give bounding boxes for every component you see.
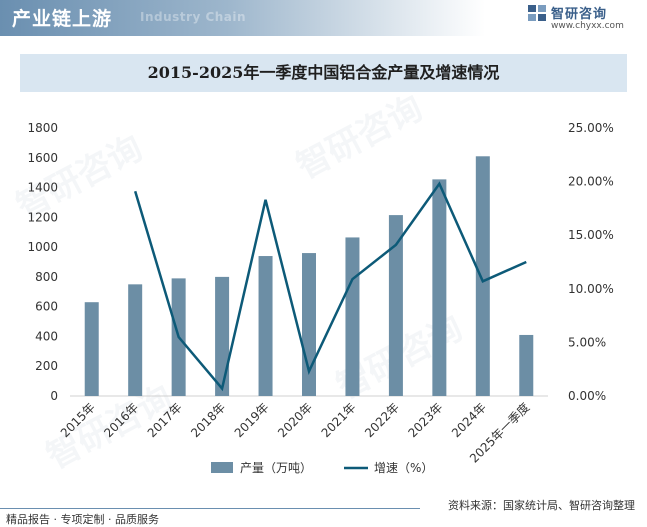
bar-2023年 bbox=[432, 179, 447, 396]
y-right-tick-label: 5.00% bbox=[568, 335, 606, 349]
bar-2016年 bbox=[128, 284, 143, 396]
legend-line-label: 增速（%） bbox=[374, 461, 433, 475]
bar-2019年 bbox=[258, 256, 273, 396]
bar-2020年 bbox=[302, 253, 316, 396]
bar-2018年 bbox=[215, 276, 230, 396]
y-right-tick-label: 25.00% bbox=[568, 121, 614, 135]
y-right-tick-label: 0.00% bbox=[568, 389, 606, 403]
x-tick-label: 2024年 bbox=[449, 400, 489, 440]
y-left-tick-label: 400 bbox=[35, 329, 58, 343]
data-source: 资料来源：国家统计局、智研咨询整理 bbox=[448, 499, 635, 512]
bar-2015年 bbox=[84, 302, 99, 396]
bar-2024年 bbox=[475, 156, 490, 396]
y-left-tick-label: 1600 bbox=[27, 151, 58, 165]
x-tick-label: 2018年 bbox=[188, 400, 228, 440]
x-tick-label: 2019年 bbox=[232, 400, 272, 440]
y-left-tick-label: 1800 bbox=[27, 121, 58, 135]
brand-name: 智研咨询 bbox=[551, 7, 608, 22]
x-tick-label: 2023年 bbox=[406, 400, 446, 440]
y-right-tick-label: 10.00% bbox=[568, 282, 614, 296]
legend-bar-swatch bbox=[211, 462, 233, 473]
header-watermark: Industry Chain bbox=[140, 10, 247, 24]
brand-logo-icon bbox=[528, 5, 546, 21]
y-left-tick-label: 1200 bbox=[27, 210, 58, 224]
x-tick-label: 2020年 bbox=[275, 400, 315, 440]
y-left-tick-label: 1000 bbox=[27, 240, 58, 254]
bar-2021年 bbox=[345, 237, 360, 396]
y-left-tick-label: 1400 bbox=[27, 181, 58, 195]
footer-divider bbox=[0, 508, 420, 509]
brand-url: www.chyxx.com bbox=[551, 21, 624, 31]
chart-title: 2015-2025年一季度中国铝合金产量及增速情况 bbox=[147, 63, 500, 82]
chart-title-band: 2015-2025年一季度中国铝合金产量及增速情况 bbox=[20, 54, 627, 92]
x-tick-label: 2022年 bbox=[362, 400, 402, 440]
y-right-tick-label: 15.00% bbox=[568, 228, 614, 242]
y-left-tick-label: 800 bbox=[35, 270, 58, 284]
y-left-tick-label: 600 bbox=[35, 300, 58, 314]
x-tick-label: 2015年 bbox=[58, 400, 98, 440]
x-tick-label: 2016年 bbox=[101, 400, 141, 440]
x-tick-label: 2017年 bbox=[145, 400, 185, 440]
growth-rate-line bbox=[133, 181, 527, 392]
y-left-tick-label: 200 bbox=[35, 359, 58, 373]
legend-bar-label: 产量（万吨） bbox=[240, 461, 312, 475]
x-tick-label: 2021年 bbox=[319, 400, 359, 440]
bar-2025年一季度 bbox=[519, 334, 534, 396]
y-right-tick-label: 20.00% bbox=[568, 175, 614, 189]
bar-2022年 bbox=[388, 215, 403, 396]
section-title: 产业链上游 bbox=[12, 8, 113, 30]
y-left-tick-label: 0 bbox=[50, 389, 58, 403]
footer-slogan: 精品报告 · 专项定制 · 品质服务 bbox=[6, 513, 159, 526]
brand-logo-block: 智研咨询 www.chyxx.com bbox=[527, 2, 637, 34]
